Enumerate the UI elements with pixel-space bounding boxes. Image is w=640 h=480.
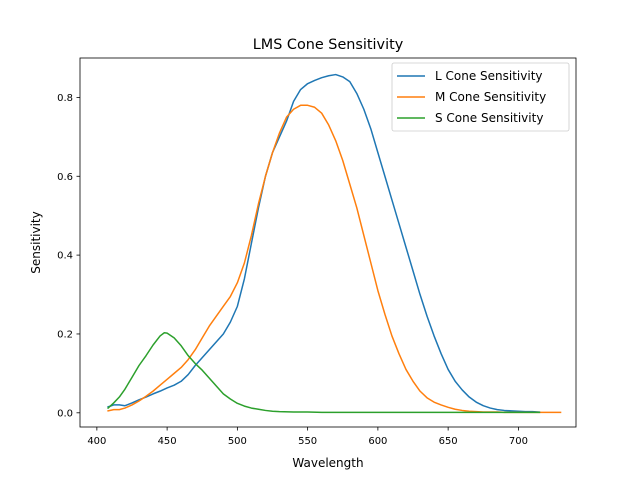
y-tick-label: 0.4 — [57, 251, 73, 262]
series-layer — [107, 73, 562, 414]
x-tick-label: 450 — [158, 436, 177, 447]
y-tick-label: 0.2 — [57, 330, 73, 341]
legend: L Cone Sensitivity M Cone Sensitivity S Co… — [391, 62, 570, 132]
legend-label-2: M Cone Sensitivity — [435, 90, 546, 104]
series-line-3 — [107, 332, 541, 414]
legend-label-1: L Cone Sensitivity — [435, 69, 543, 83]
y-tick-label: 0.6 — [57, 172, 73, 183]
x-tick-label: 550 — [298, 436, 317, 447]
series-line-2 — [107, 104, 562, 414]
legend-box — [391, 62, 570, 132]
y-tick-label: 0.0 — [57, 408, 73, 419]
x-tick-label: 700 — [509, 436, 528, 447]
y-axis: 0.0 0.2 0.4 0.6 0.8 — [57, 93, 80, 419]
series-line-1 — [107, 73, 541, 413]
legend-label-3: S Cone Sensitivity — [435, 111, 543, 125]
chart-title: LMS Cone Sensitivity — [253, 37, 404, 53]
axes-frame — [79, 57, 577, 428]
x-axis: 400 450 500 550 600 650 700 — [87, 427, 528, 447]
x-tick-label: 500 — [228, 436, 247, 447]
x-tick-label: 600 — [368, 436, 387, 447]
x-axis-label: Wavelength — [292, 456, 363, 470]
y-axis-label: Sensitivity — [29, 211, 43, 273]
x-tick-label: 650 — [439, 436, 458, 447]
x-tick-label: 400 — [87, 436, 106, 447]
y-tick-label: 0.8 — [57, 93, 73, 104]
